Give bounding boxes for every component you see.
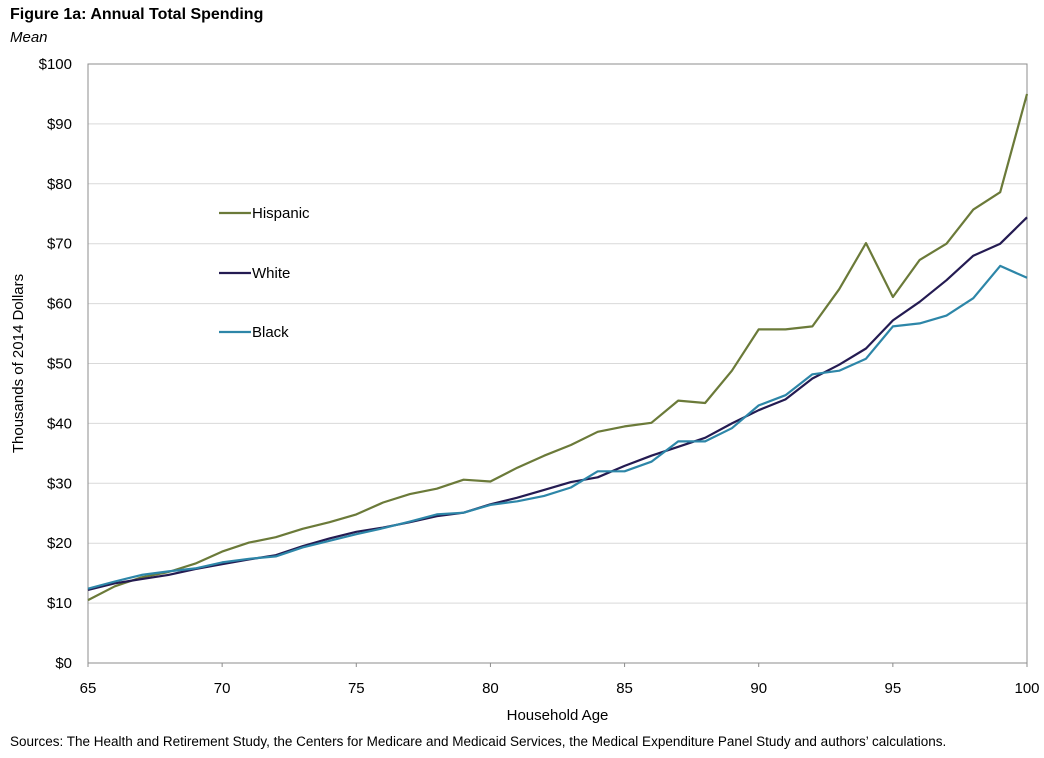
legend-label-white: White [252, 265, 290, 282]
y-axis-ticks: $0 $10 $20 $30 $40 $50 $60 $70 $80 $90 $100 [39, 56, 72, 672]
x-tick-label: 70 [214, 680, 231, 697]
y-tick-label: $70 [47, 236, 72, 253]
plot-frame [87, 63, 1028, 664]
x-tick-label: 80 [482, 680, 499, 697]
x-tick-label: 90 [750, 680, 767, 697]
gridlines [88, 123, 1027, 604]
x-tick-label: 95 [885, 680, 902, 697]
series-lines [87, 93, 1029, 602]
figure-subtitle: Mean [10, 29, 48, 46]
x-axis-label: Household Age [507, 707, 609, 724]
y-tick-label: $0 [55, 655, 72, 672]
y-tick-label: $30 [47, 475, 72, 492]
series-line-black [87, 264, 1028, 590]
source-note: Sources: The Health and Retirement Study… [10, 734, 947, 749]
y-tick-label: $100 [39, 56, 72, 73]
x-tick-label: 85 [616, 680, 633, 697]
x-tick-label: 75 [348, 680, 365, 697]
series-line-hispanic [87, 93, 1029, 602]
x-axis-ticks: 65 70 75 80 85 90 95 100 [80, 663, 1040, 697]
y-tick-label: $50 [47, 356, 72, 373]
y-tick-label: $90 [47, 116, 72, 133]
figure-title: Figure 1a: Annual Total Spending [10, 6, 264, 23]
y-tick-label: $10 [47, 595, 72, 612]
legend-label-hispanic: Hispanic [252, 205, 310, 222]
y-axis-label: Thousands of 2014 Dollars [10, 274, 27, 453]
x-tick-label: 100 [1014, 680, 1039, 697]
y-tick-label: $20 [47, 535, 72, 552]
x-tick-label: 65 [80, 680, 97, 697]
legend-label-black: Black [252, 324, 289, 341]
y-tick-label: $60 [47, 296, 72, 313]
y-tick-label: $80 [47, 176, 72, 193]
legend: Hispanic White Black [219, 205, 310, 341]
y-tick-label: $40 [47, 415, 72, 432]
